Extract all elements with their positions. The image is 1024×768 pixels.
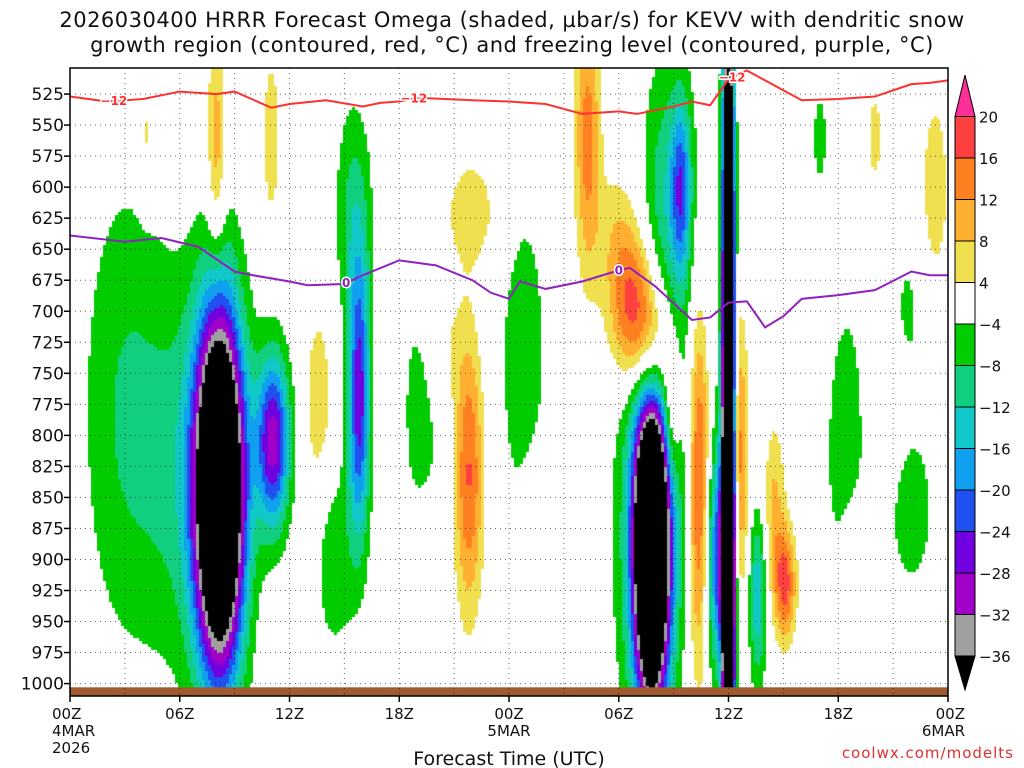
x-tick-date: 6MAR	[922, 722, 965, 740]
dendritic-growth-contour	[70, 69, 948, 115]
colorbar-bin	[954, 489, 976, 532]
y-tick-label: 850	[32, 488, 64, 508]
y-tick-label: 525	[32, 85, 64, 105]
y-tick-label: 825	[32, 457, 64, 477]
colorbar-label: −28	[979, 565, 1011, 583]
colorbar-label: −8	[979, 358, 1001, 376]
colorbar: 20 16 12 8 4 −4 −8 −12 −16 −20 −24 −28 −32 −36	[954, 74, 1011, 692]
colorbar-bin	[954, 572, 976, 615]
colorbar-label: −20	[979, 482, 1011, 500]
contour-label-minus12: −12	[101, 94, 128, 108]
chart-title-line2: growth region (contoured, red, °C) and f…	[90, 33, 934, 57]
freezing-level-contour	[70, 234, 948, 329]
source-credit: coolwx.com/modelts	[841, 744, 1014, 762]
colorbar-arrow-top	[954, 74, 976, 117]
terrain-strip	[70, 687, 948, 696]
y-tick-label: 875	[32, 519, 64, 539]
colorbar-label: 8	[979, 233, 989, 251]
y-tick-label: 975	[32, 644, 64, 664]
contour-labels: −12 −12 −12 0 0	[99, 69, 747, 292]
x-tick-label: 12Z	[275, 705, 304, 723]
colorbar-bin	[954, 365, 976, 408]
y-tick-label: 725	[32, 333, 64, 353]
y-tick-label: 925	[32, 582, 64, 602]
y-tick-label: 800	[32, 426, 64, 446]
colorbar-label: −36	[979, 648, 1011, 666]
x-tick-label: 00Z	[494, 705, 523, 723]
y-tick-label: 575	[32, 147, 64, 167]
x-tick-year: 2026	[52, 739, 90, 757]
y-tick-label: 900	[32, 550, 64, 570]
omega-shading	[70, 68, 948, 696]
colorbar-label: 20	[979, 109, 998, 127]
y-tick-label: 550	[32, 116, 64, 136]
colorbar-bin	[954, 614, 976, 657]
x-tick-date: 5MAR	[487, 722, 530, 740]
colorbar-label: 4	[979, 275, 989, 293]
colorbar-bin	[954, 531, 976, 574]
colorbar-arrow-bottom	[954, 655, 976, 692]
x-tick-date: 4MAR	[52, 722, 95, 740]
colorbar-label: 16	[979, 150, 998, 168]
y-tick-label: 775	[32, 395, 64, 415]
x-tick-label: 12Z	[714, 705, 743, 723]
y-tick-label: 700	[32, 302, 64, 322]
contour-layer	[70, 69, 948, 329]
x-tick-label: 18Z	[824, 705, 853, 723]
x-tick-label: 06Z	[604, 705, 633, 723]
colorbar-bin	[954, 157, 976, 200]
y-tick-label: 1000	[21, 675, 64, 695]
y-tick-label: 600	[32, 178, 64, 198]
contour-label-freezing: 0	[615, 263, 623, 277]
chart-title-line1: 2026030400 HRRR Forecast Omega (shaded, …	[59, 8, 965, 32]
colorbar-bin	[954, 448, 976, 491]
colorbar-bin	[954, 116, 976, 159]
y-tick-label: 650	[32, 240, 64, 260]
colorbar-bin	[954, 240, 976, 283]
colorbar-label: −4	[979, 316, 1001, 334]
contour-label-minus12: −12	[401, 92, 428, 106]
colorbar-label: −32	[979, 607, 1011, 625]
x-tick-label: 00Z	[52, 705, 81, 723]
colorbar-label: −12	[979, 399, 1011, 417]
y-tick-label: 750	[32, 364, 64, 384]
colorbar-bin	[954, 282, 976, 325]
colorbar-bin	[954, 406, 976, 449]
colorbar-label: 12	[979, 192, 998, 210]
colorbar-label: −16	[979, 441, 1011, 459]
y-tick-label: 950	[32, 613, 64, 633]
x-tick-label: 18Z	[385, 705, 414, 723]
y-tick-label: 675	[32, 271, 64, 291]
colorbar-label: −24	[979, 524, 1011, 542]
contour-label-freezing: 0	[342, 276, 350, 290]
y-axis: 525 550 575 600 625 650 675 700 725 750 775 800 825 8…	[21, 85, 70, 695]
y-tick-label: 625	[32, 209, 64, 229]
colorbar-bin	[954, 323, 976, 366]
x-tick-label: 06Z	[165, 705, 194, 723]
x-tick-label: 00Z	[936, 705, 965, 723]
colorbar-bin	[954, 199, 976, 242]
contour-label-minus12: −12	[719, 70, 746, 84]
x-axis-label: Forecast Time (UTC)	[413, 748, 604, 768]
